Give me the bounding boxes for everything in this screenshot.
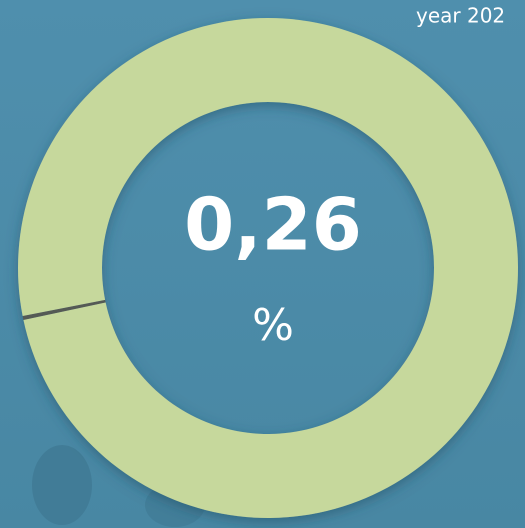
background-figure xyxy=(32,445,92,525)
page: {"chart_data": {"type": "donut", "subtit… xyxy=(0,0,525,528)
center-value: 0,26 xyxy=(184,183,362,267)
subtitle: year 202 xyxy=(416,4,505,28)
chart: year 202 0,26 % xyxy=(0,0,525,528)
unit-label: % xyxy=(252,300,294,351)
